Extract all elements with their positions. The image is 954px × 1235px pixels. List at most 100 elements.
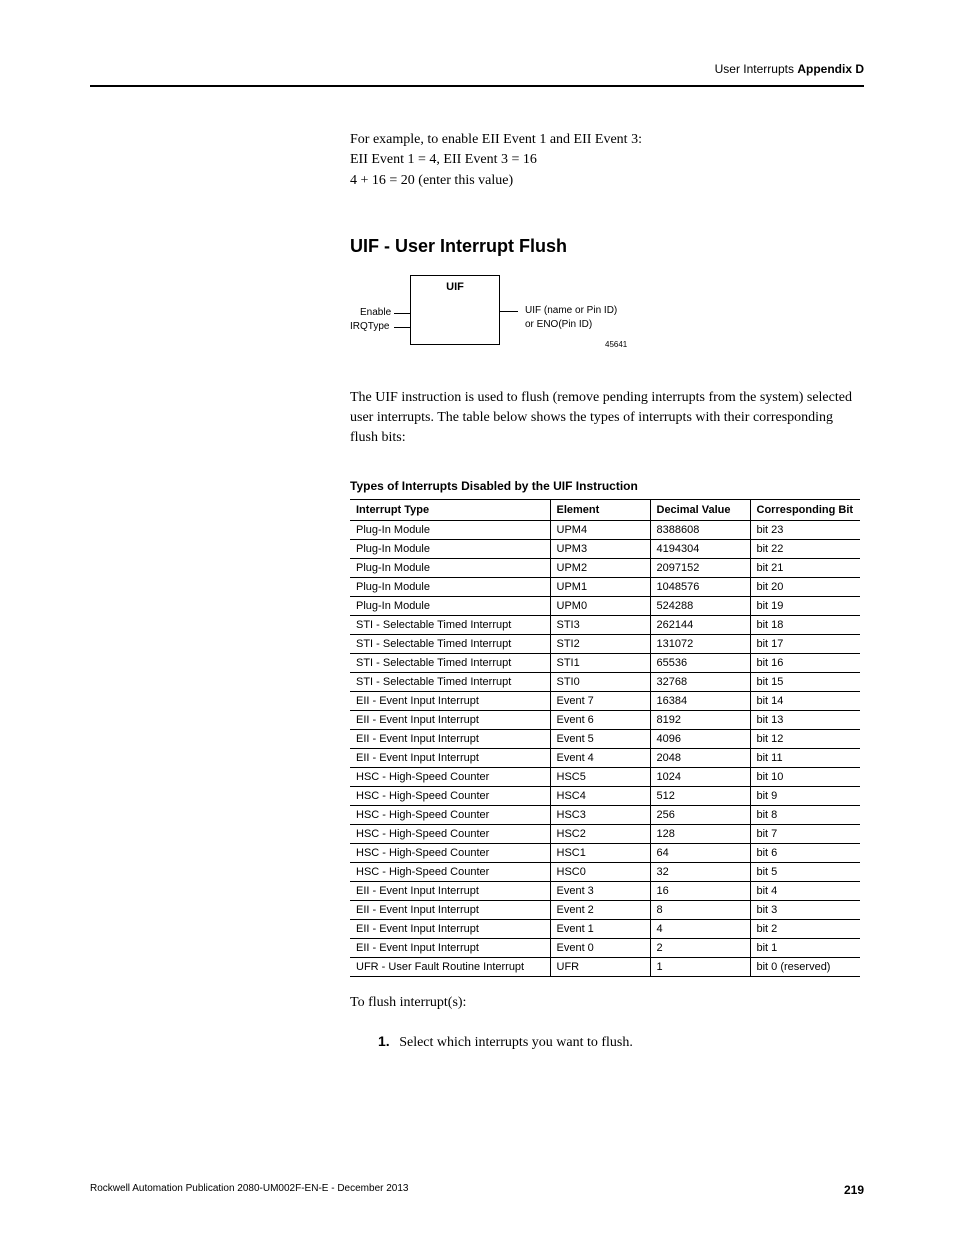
diagram-left-line-2 xyxy=(394,327,410,328)
table-cell: UPM0 xyxy=(550,596,650,615)
table-cell: 2 xyxy=(650,938,750,957)
diagram-right-label-1: UIF (name or Pin ID) xyxy=(525,305,617,316)
table-title: Types of Interrupts Disabled by the UIF … xyxy=(350,479,860,493)
table-cell: 16384 xyxy=(650,691,750,710)
table-row: EII - Event Input InterruptEvent 716384b… xyxy=(350,691,860,710)
table-row: STI - Selectable Timed InterruptSTI21310… xyxy=(350,634,860,653)
table-cell: bit 4 xyxy=(750,881,860,900)
table-cell: HSC - High-Speed Counter xyxy=(350,862,550,881)
th-decimal-value: Decimal Value xyxy=(650,499,750,520)
step-number: 1. xyxy=(378,1033,390,1049)
table-cell: EII - Event Input Interrupt xyxy=(350,938,550,957)
header-appendix: Appendix D xyxy=(797,62,864,76)
table-cell: bit 22 xyxy=(750,539,860,558)
table-row: HSC - High-Speed CounterHSC3256bit 8 xyxy=(350,805,860,824)
table-cell: bit 1 xyxy=(750,938,860,957)
table-row: HSC - High-Speed CounterHSC164bit 6 xyxy=(350,843,860,862)
header-rule xyxy=(90,85,864,87)
table-row: EII - Event Input InterruptEvent 54096bi… xyxy=(350,729,860,748)
diagram-right-label-2: or ENO(Pin ID) xyxy=(525,319,592,330)
table-cell: Event 2 xyxy=(550,900,650,919)
table-cell: EII - Event Input Interrupt xyxy=(350,691,550,710)
table-cell: STI - Selectable Timed Interrupt xyxy=(350,634,550,653)
section-title: UIF - User Interrupt Flush xyxy=(350,236,860,257)
interrupts-table: Interrupt Type Element Decimal Value Cor… xyxy=(350,499,860,977)
table-cell: 16 xyxy=(650,881,750,900)
table-row: Plug-In ModuleUPM11048576bit 20 xyxy=(350,577,860,596)
table-cell: EII - Event Input Interrupt xyxy=(350,900,550,919)
table-cell: 8 xyxy=(650,900,750,919)
table-cell: 4 xyxy=(650,919,750,938)
table-cell: STI2 xyxy=(550,634,650,653)
table-row: EII - Event Input InterruptEvent 14bit 2 xyxy=(350,919,860,938)
table-row: STI - Selectable Timed InterruptSTI03276… xyxy=(350,672,860,691)
table-cell: bit 10 xyxy=(750,767,860,786)
table-cell: Event 5 xyxy=(550,729,650,748)
step-list: 1. Select which interrupts you want to f… xyxy=(378,1033,860,1051)
table-row: Plug-In ModuleUPM48388608bit 23 xyxy=(350,520,860,539)
table-cell: Event 0 xyxy=(550,938,650,957)
table-cell: bit 3 xyxy=(750,900,860,919)
table-cell: bit 13 xyxy=(750,710,860,729)
table-cell: HSC3 xyxy=(550,805,650,824)
table-cell: EII - Event Input Interrupt xyxy=(350,881,550,900)
table-cell: bit 14 xyxy=(750,691,860,710)
table-row: STI - Selectable Timed InterruptSTI16553… xyxy=(350,653,860,672)
footer-publication: Rockwell Automation Publication 2080-UM0… xyxy=(90,1183,408,1197)
table-cell: EII - Event Input Interrupt xyxy=(350,919,550,938)
table-row: UFR - User Fault Routine InterruptUFR1bi… xyxy=(350,957,860,976)
table-cell: Event 4 xyxy=(550,748,650,767)
table-cell: STI - Selectable Timed Interrupt xyxy=(350,615,550,634)
page-footer: Rockwell Automation Publication 2080-UM0… xyxy=(90,1183,864,1197)
table-row: EII - Event Input InterruptEvent 68192bi… xyxy=(350,710,860,729)
table-header-row: Interrupt Type Element Decimal Value Cor… xyxy=(350,499,860,520)
uif-diagram: UIF Enable IRQType UIF (name or Pin ID) … xyxy=(350,275,860,360)
table-cell: bit 7 xyxy=(750,824,860,843)
step-text: Select which interrupts you want to flus… xyxy=(399,1035,633,1050)
table-cell: 512 xyxy=(650,786,750,805)
table-cell: UPM4 xyxy=(550,520,650,539)
table-row: HSC - High-Speed CounterHSC51024bit 10 xyxy=(350,767,860,786)
table-cell: bit 11 xyxy=(750,748,860,767)
table-cell: UPM3 xyxy=(550,539,650,558)
table-cell: Event 3 xyxy=(550,881,650,900)
table-cell: bit 6 xyxy=(750,843,860,862)
table-cell: UPM2 xyxy=(550,558,650,577)
table-cell: 8192 xyxy=(650,710,750,729)
intro-line-2: EII Event 1 = 4, EII Event 3 = 16 xyxy=(350,150,860,170)
table-cell: bit 5 xyxy=(750,862,860,881)
body-paragraph: The UIF instruction is used to flush (re… xyxy=(350,388,860,449)
header-section: User Interrupts xyxy=(715,62,794,76)
table-row: EII - Event Input InterruptEvent 316bit … xyxy=(350,881,860,900)
table-cell: HSC - High-Speed Counter xyxy=(350,824,550,843)
table-cell: bit 21 xyxy=(750,558,860,577)
intro-line-3: 4 + 16 = 20 (enter this value) xyxy=(350,171,860,191)
diagram-id: 45641 xyxy=(605,340,627,349)
table-cell: bit 12 xyxy=(750,729,860,748)
table-cell: UFR - User Fault Routine Interrupt xyxy=(350,957,550,976)
table-cell: UFR xyxy=(550,957,650,976)
table-cell: 131072 xyxy=(650,634,750,653)
table-cell: STI - Selectable Timed Interrupt xyxy=(350,653,550,672)
th-element: Element xyxy=(550,499,650,520)
table-cell: bit 18 xyxy=(750,615,860,634)
table-cell: HSC - High-Speed Counter xyxy=(350,843,550,862)
table-cell: STI1 xyxy=(550,653,650,672)
table-cell: EII - Event Input Interrupt xyxy=(350,729,550,748)
table-cell: 65536 xyxy=(650,653,750,672)
table-cell: 524288 xyxy=(650,596,750,615)
table-row: EII - Event Input InterruptEvent 42048bi… xyxy=(350,748,860,767)
table-cell: STI0 xyxy=(550,672,650,691)
table-cell: 2097152 xyxy=(650,558,750,577)
th-corresponding-bit: Corresponding Bit xyxy=(750,499,860,520)
table-cell: HSC2 xyxy=(550,824,650,843)
table-cell: EII - Event Input Interrupt xyxy=(350,710,550,729)
table-row: EII - Event Input InterruptEvent 02bit 1 xyxy=(350,938,860,957)
table-cell: STI3 xyxy=(550,615,650,634)
table-cell: HSC5 xyxy=(550,767,650,786)
table-cell: 32768 xyxy=(650,672,750,691)
table-cell: HSC - High-Speed Counter xyxy=(350,786,550,805)
diagram-left-line-1 xyxy=(394,313,410,314)
table-cell: Plug-In Module xyxy=(350,596,550,615)
table-cell: bit 16 xyxy=(750,653,860,672)
